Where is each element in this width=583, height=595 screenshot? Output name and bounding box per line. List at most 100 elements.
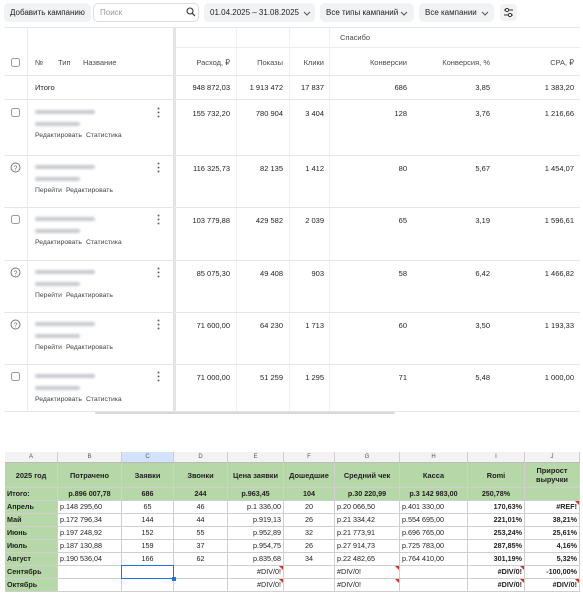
- row-cell: 1 295: [305, 373, 324, 382]
- date-range-button[interactable]: 01.04.2025 – 31.08.2025: [204, 3, 315, 22]
- chevron: [400, 11, 408, 16]
- sheet-cell: р.954,75: [228, 540, 284, 553]
- sheet-cell: р.952,89: [228, 527, 284, 540]
- column-header: Клики: [303, 58, 324, 67]
- row-menu[interactable]: [156, 162, 161, 173]
- blurred-name: [35, 334, 80, 338]
- row-cell: 1 454,07: [544, 164, 574, 173]
- row-action[interactable]: Перейти: [35, 292, 62, 299]
- campaign-filter[interactable]: Все кампании: [419, 3, 494, 22]
- row-cell: 3,19: [475, 216, 490, 225]
- row-action[interactable]: Редактировать: [65, 344, 113, 351]
- sheet-cell: р.764 410,00: [400, 553, 468, 566]
- row-action[interactable]: Редактировать: [65, 187, 113, 194]
- row-cell: 429 582: [255, 216, 283, 225]
- help-icon: ?: [10, 162, 21, 173]
- row-cell: 65: [398, 216, 407, 225]
- column-header: Показы: [257, 58, 283, 67]
- error-flag: [279, 566, 283, 570]
- column-header: Конверсия, %: [442, 58, 490, 67]
- sheet-cell: р.554 695,00: [400, 514, 468, 527]
- row-action[interactable]: Статистика: [85, 132, 122, 139]
- row-menu[interactable]: [156, 267, 161, 278]
- row-cell: 6,42: [475, 269, 490, 278]
- sheet-cell: 253,24%: [468, 527, 525, 540]
- sheet-cell: 32: [284, 527, 335, 540]
- row-cell: 64 230: [260, 321, 283, 330]
- sheet-cell: [174, 579, 228, 592]
- sheet-cell: р.21 334,42: [335, 514, 400, 527]
- search-input[interactable]: Поиск: [93, 3, 199, 22]
- column-letter: D: [174, 452, 228, 463]
- search-icon[interactable]: [186, 7, 196, 17]
- sheet-cell: 34: [284, 553, 335, 566]
- row-cell: 49 408: [260, 269, 283, 278]
- blurred-name: [35, 165, 95, 169]
- row-cell: 1 713: [305, 321, 324, 330]
- row-action[interactable]: Редактировать: [35, 239, 82, 246]
- row-cell: 1 216,66: [544, 109, 574, 118]
- header-line: [4, 75, 580, 76]
- error-flag: [520, 566, 524, 570]
- row-line: [4, 411, 580, 412]
- row-cell: 60: [398, 321, 407, 330]
- svg-text:?: ?: [14, 270, 18, 277]
- add-campaign-button[interactable]: Добавить кампанию: [4, 3, 91, 22]
- header-checkbox[interactable]: [11, 58, 20, 67]
- column-letter: H: [400, 452, 468, 463]
- sheet-cell: 152: [122, 527, 174, 540]
- row-checkbox[interactable]: [11, 372, 20, 381]
- scrollbar: [95, 412, 395, 414]
- row-action[interactable]: Перейти: [35, 187, 62, 194]
- settings-button[interactable]: [500, 4, 517, 21]
- row-action[interactable]: Статистика: [85, 239, 122, 246]
- sheet-cell: р.401 330,00: [400, 501, 468, 514]
- help-icon: ?: [10, 267, 21, 278]
- column-header: Конверсии: [369, 58, 407, 67]
- column-header: Тип: [58, 58, 71, 67]
- row-action[interactable]: Статистика: [85, 396, 122, 403]
- sheet-cell: 250,78%: [468, 488, 525, 501]
- column-letter: G: [335, 452, 400, 463]
- sheet-cell: #DIV/0!: [525, 579, 580, 592]
- row-checkbox[interactable]: [11, 108, 20, 117]
- chevron: [303, 11, 311, 16]
- sheet-cell: р.963,45: [228, 488, 284, 501]
- row-menu[interactable]: [156, 371, 161, 382]
- sheet-cell: 5,32%: [525, 553, 580, 566]
- row-cell: 2 039: [305, 216, 324, 225]
- row-action[interactable]: Редактировать: [35, 132, 82, 139]
- sheet-cell: р.172 796,34: [58, 514, 122, 527]
- column-letter: B: [58, 452, 122, 463]
- row-cell: 51 259: [260, 373, 283, 382]
- group-header-line: [176, 47, 580, 48]
- row-cell: 82 135: [260, 164, 283, 173]
- row-menu[interactable]: [156, 214, 161, 225]
- sheet-cell: #DIV/0!: [468, 579, 525, 592]
- header-cell: Потрачено: [58, 463, 122, 488]
- row-cell: 3,50: [475, 321, 490, 330]
- sheet-cell: -100,00%: [525, 566, 580, 579]
- svg-text:?: ?: [14, 165, 18, 172]
- row-menu[interactable]: [156, 319, 161, 330]
- header-cell: Прирост выручки: [525, 463, 580, 488]
- row-line: [4, 312, 580, 313]
- column-separator: [329, 28, 330, 411]
- row-cell: 1 412: [305, 164, 324, 173]
- sheet-cell: [122, 579, 174, 592]
- sheet-cell: [58, 566, 122, 579]
- error-flag: [575, 501, 579, 505]
- row-action[interactable]: Перейти: [35, 344, 62, 351]
- sheet-cell: Май: [5, 514, 58, 527]
- type-filter[interactable]: Все типы кампаний: [320, 3, 414, 22]
- sheet-cell: 20: [284, 501, 335, 514]
- header-cell: Дошедшие: [284, 463, 335, 488]
- sheet-cell: 46: [174, 501, 228, 514]
- row-checkbox[interactable]: [11, 215, 20, 224]
- row-action[interactable]: Редактировать: [35, 396, 82, 403]
- row-action[interactable]: Редактировать: [65, 292, 113, 299]
- column-letter: E: [228, 452, 284, 463]
- header-cell: Средний чек: [335, 463, 400, 488]
- row-menu[interactable]: [156, 107, 161, 118]
